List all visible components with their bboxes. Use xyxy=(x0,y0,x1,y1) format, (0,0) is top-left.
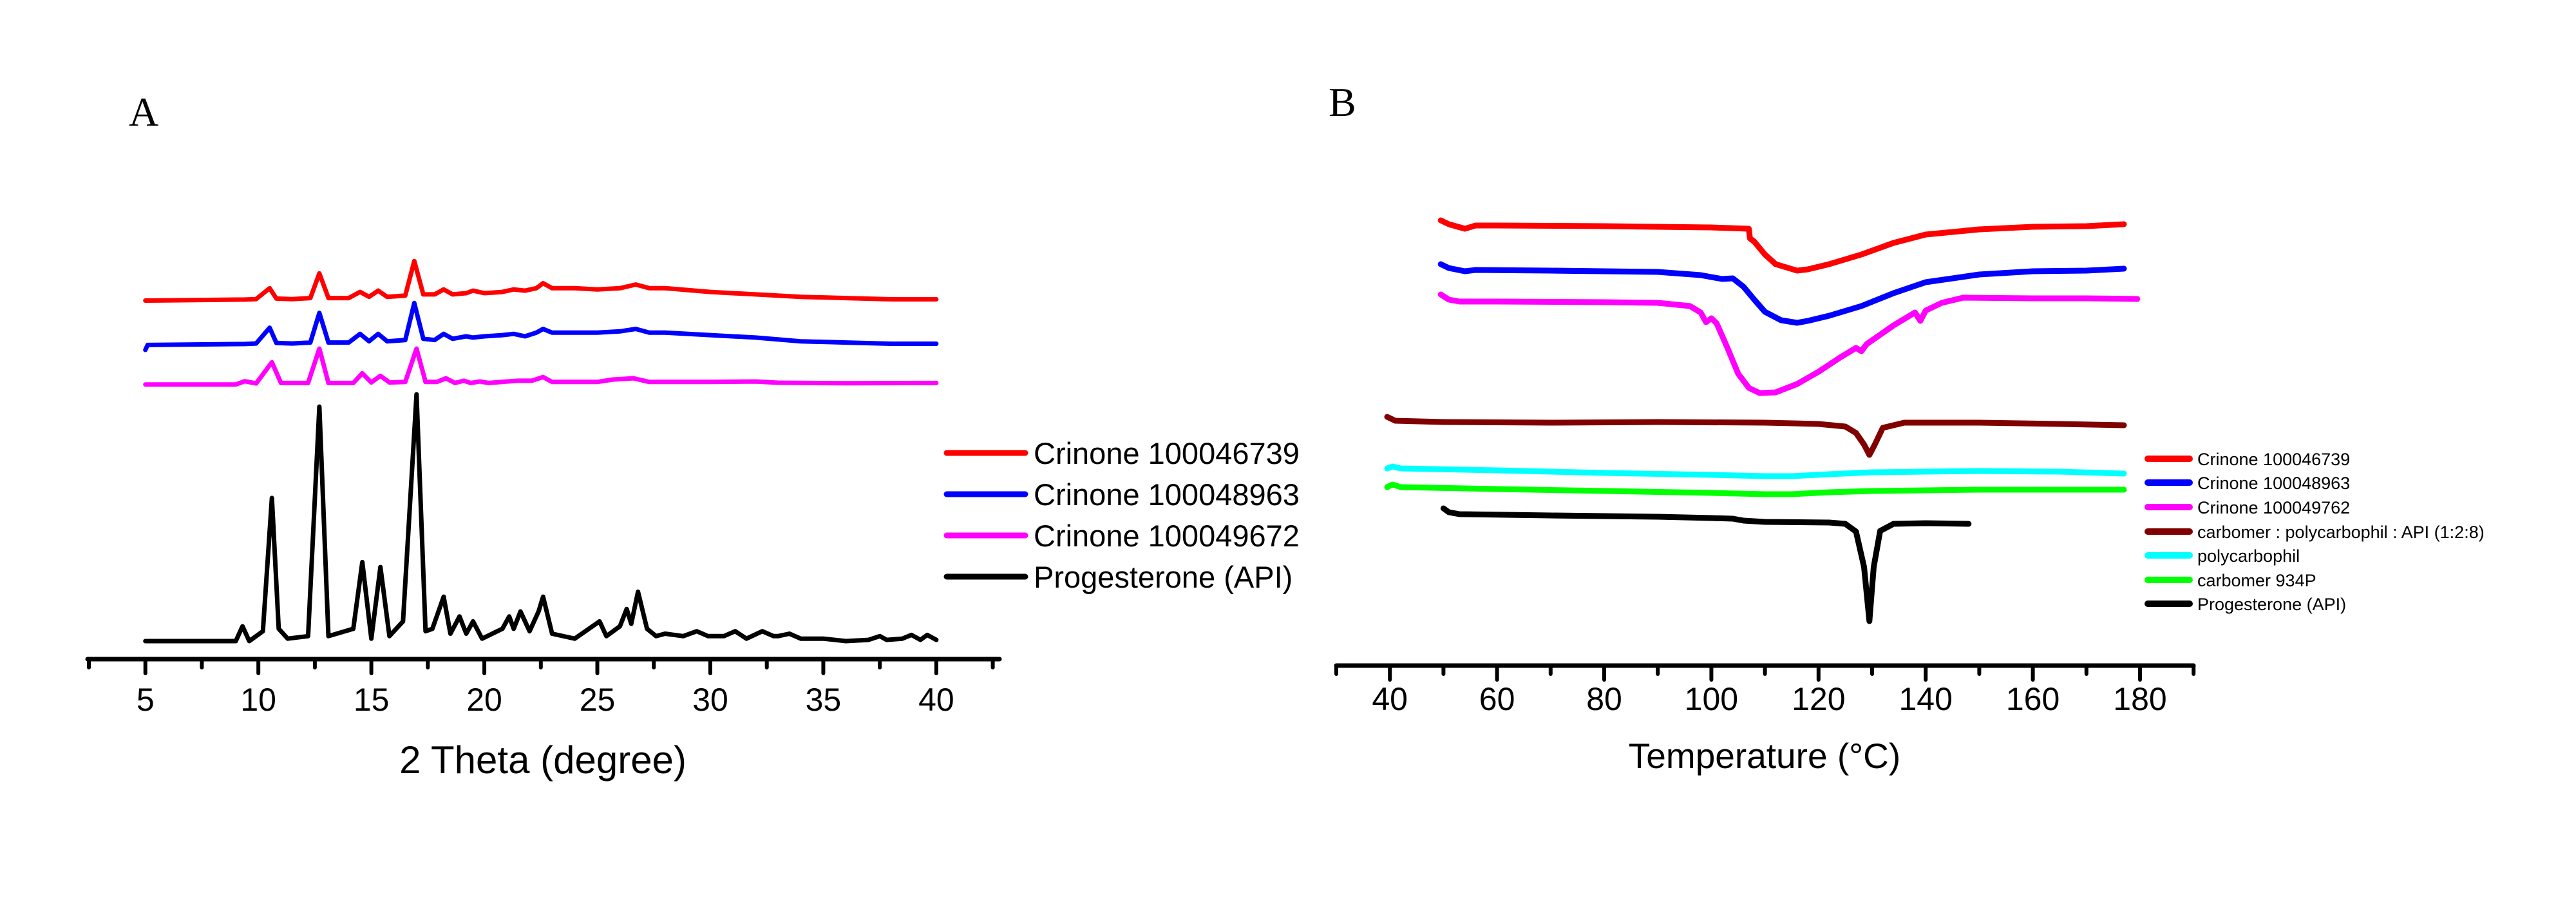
tick-label-a: 25 xyxy=(580,682,616,718)
dsc-trace-polycarbophil xyxy=(1384,463,2127,479)
xrd-trace-progesterone-api xyxy=(143,392,939,644)
panel-a-letter: A xyxy=(129,89,158,135)
panel-b-legend: Crinone 100046739 Crinone 100048963 Crin… xyxy=(2145,450,2485,614)
legend-a-label: Progesterone (API) xyxy=(1034,560,1293,594)
legend-a-label: Crinone 100048963 xyxy=(1034,477,1300,512)
legend-b-label: Progesterone (API) xyxy=(2197,595,2346,614)
panel-b-traces xyxy=(1384,217,2141,624)
legend-b-label: carbomer 934P xyxy=(2197,571,2316,590)
legend-a-label: Crinone 100046739 xyxy=(1034,436,1300,470)
legend-b-label: Crinone 100049762 xyxy=(2197,498,2350,517)
tick-label-a: 5 xyxy=(137,682,155,718)
xrd-trace-crinone-100049672 xyxy=(143,346,939,387)
panel-a-xrd: A 5 10 15 20 25 30 35 40 2 Theta (degree… xyxy=(85,89,1300,782)
panel-b-tick-labels: 40 60 80 100 120 140 160 180 xyxy=(1372,681,2166,717)
dsc-trace-crinone-100048963 xyxy=(1437,261,2127,326)
tick-label-b: 160 xyxy=(2006,681,2060,717)
tick-label-b: 140 xyxy=(1899,681,1952,717)
tick-label-a: 35 xyxy=(806,682,842,718)
tick-label-b: 60 xyxy=(1479,681,1515,717)
dsc-trace-crinone-100049762 xyxy=(1437,291,2141,396)
xrd-trace-crinone-100048963 xyxy=(143,300,939,352)
legend-b-label: polycarbophil xyxy=(2197,546,2300,566)
panel-b-x-axis-title: Temperature (°C) xyxy=(1629,736,1900,776)
tick-label-a: 15 xyxy=(354,682,390,718)
legend-a-label: Crinone 100049672 xyxy=(1034,519,1300,553)
tick-label-b: 120 xyxy=(1792,681,1845,717)
tick-label-b: 100 xyxy=(1685,681,1738,717)
panel-a-legend: Crinone 100046739 Crinone 100048963 Crin… xyxy=(943,436,1300,594)
panel-b-letter: B xyxy=(1329,79,1356,125)
tick-label-a: 40 xyxy=(918,682,954,718)
tick-label-b: 40 xyxy=(1372,681,1408,717)
panel-a-x-axis-title: 2 Theta (degree) xyxy=(399,738,687,782)
tick-label-a: 30 xyxy=(692,682,728,718)
dsc-trace-crinone-100046739 xyxy=(1437,217,2127,274)
dsc-trace-progesterone-api xyxy=(1440,505,1972,624)
legend-b-label: Crinone 100048963 xyxy=(2197,474,2350,493)
dsc-trace-carbomer-934p xyxy=(1384,481,2127,497)
xrd-trace-crinone-100046739 xyxy=(143,258,939,303)
panel-a-traces xyxy=(143,258,939,644)
tick-label-a: 10 xyxy=(240,682,276,718)
panel-b-dsc: B 40 60 80 100 120 140 160 180 Temperatu… xyxy=(1329,79,2485,776)
panel-a-tick-labels: 5 10 15 20 25 30 35 40 xyxy=(137,682,954,718)
legend-b-label: Crinone 100046739 xyxy=(2197,450,2350,469)
panel-a-ticks xyxy=(87,657,995,675)
panel-b-ticks xyxy=(1334,664,2196,682)
tick-label-a: 20 xyxy=(466,682,502,718)
legend-b-label: carbomer : polycarbophil : API (1:2:8) xyxy=(2197,523,2485,542)
dsc-trace-carbomer-polycarbophil-api-1-2-8 xyxy=(1384,414,2127,458)
tick-label-b: 180 xyxy=(2113,681,2166,717)
tick-label-b: 80 xyxy=(1586,681,1622,717)
